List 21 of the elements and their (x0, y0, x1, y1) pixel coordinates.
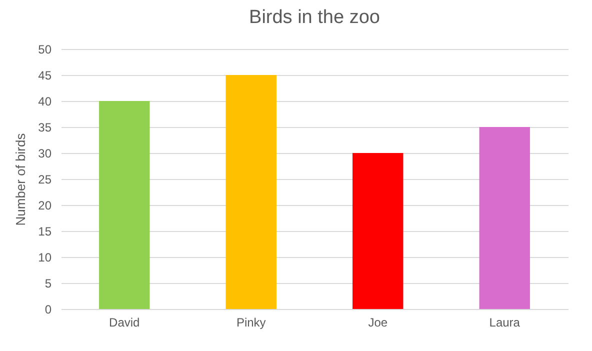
y-tick-label: 5 (44, 276, 52, 290)
x-tick-label: Joe (368, 316, 388, 330)
x-tick-label: David (109, 316, 140, 330)
y-tick-label: 30 (38, 146, 52, 160)
y-tick-label: 40 (38, 94, 52, 108)
x-tick-label: Pinky (236, 316, 266, 330)
y-tick-label: 25 (38, 172, 52, 186)
bar (99, 101, 150, 309)
y-tick-label: 0 (44, 302, 52, 316)
y-tick-label: 10 (38, 250, 52, 264)
y-tick-label: 50 (38, 42, 52, 56)
y-axis-title: Number of birds (13, 132, 28, 226)
bar (479, 127, 530, 309)
chart-title: Birds in the zoo (249, 7, 380, 28)
y-tick-label: 35 (38, 120, 52, 134)
bar (226, 75, 276, 309)
y-tick-label: 20 (38, 198, 52, 212)
y-tick-label: 45 (38, 68, 52, 82)
x-tick-label: Laura (489, 316, 520, 330)
y-tick-label: 15 (38, 224, 52, 238)
bar (352, 153, 404, 309)
